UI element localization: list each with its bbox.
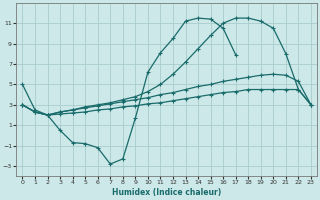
X-axis label: Humidex (Indice chaleur): Humidex (Indice chaleur) xyxy=(112,188,221,197)
